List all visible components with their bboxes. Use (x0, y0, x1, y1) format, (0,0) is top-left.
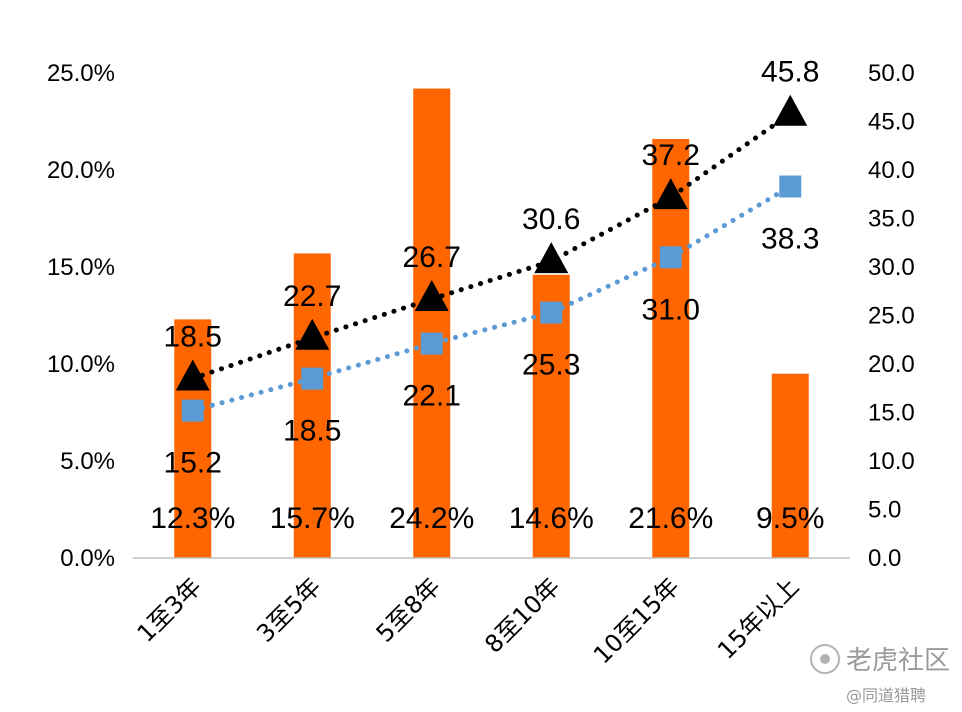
square-marker (181, 399, 204, 422)
triangle-marker (414, 280, 449, 312)
right-y-tick-label: 35.0 (868, 206, 915, 233)
triangle-data-label: 18.5 (164, 321, 222, 354)
bar (771, 373, 809, 558)
triangle-marker (773, 94, 808, 126)
watermark-subtext: @同道猎聘 (846, 686, 927, 705)
watermark-text: 老虎社区 (846, 646, 951, 676)
left-y-tick-label: 0.0% (60, 545, 115, 572)
square-marker (420, 332, 443, 355)
left-y-tick-label: 5.0% (60, 448, 115, 475)
x-category-label: 8至10年 (479, 572, 565, 658)
x-category-label: 10至15年 (588, 572, 685, 669)
right-y-axis: 0.0 5.0 10.0 15.0 20.0 25.0 30.0 35.0 40.0 45.0 50… (868, 60, 915, 572)
right-y-tick-label: 20.0 (868, 351, 915, 378)
right-y-tick-label: 25.0 (868, 303, 915, 330)
bar-data-label: 21.6% (628, 502, 713, 535)
triangle-marker (653, 178, 688, 210)
square-data-label: 18.5 (283, 415, 341, 448)
square-marker (540, 301, 563, 324)
square-data-label: 22.1 (403, 380, 461, 413)
data-labels: 12.3% 15.7% 24.2% 14.6% 21.6% 9.5% 18.5 22.7 26.… (150, 56, 824, 535)
triangle-marker (534, 242, 569, 274)
triangle-data-label: 30.6 (522, 203, 580, 236)
right-y-tick-label: 40.0 (868, 157, 915, 184)
square-data-label: 25.3 (522, 349, 580, 382)
right-y-tick-label: 10.0 (868, 448, 915, 475)
right-y-tick-label: 30.0 (868, 254, 915, 281)
series-line-2 (190, 183, 793, 414)
x-axis-categories: 1至3年 3至5年 5至8年 8至10年 10至15年 15年以上 (132, 572, 805, 669)
triangle-data-label: 22.7 (283, 280, 341, 313)
watermark: 老虎社区 (810, 640, 950, 677)
bar (174, 319, 212, 558)
x-category-label: 3至5年 (251, 572, 326, 647)
right-y-tick-label: 50.0 (868, 60, 915, 87)
bar-data-label: 12.3% (150, 502, 235, 535)
left-y-tick-label: 15.0% (47, 254, 115, 281)
triangle-data-label: 37.2 (642, 139, 700, 172)
right-y-tick-label: 5.0 (868, 497, 901, 524)
square-marker (779, 175, 802, 198)
triangle-data-label: 26.7 (403, 241, 461, 274)
triangle-data-label: 45.8 (761, 56, 819, 89)
right-y-tick-label: 45.0 (868, 109, 915, 136)
bar-data-label: 24.2% (389, 502, 474, 535)
bar-series (174, 88, 809, 559)
watermark-logo-icon (810, 643, 840, 674)
square-data-label: 15.2 (164, 447, 222, 480)
x-category-label: 5至8年 (371, 572, 446, 647)
line-series (175, 94, 808, 422)
left-y-tick-label: 10.0% (47, 351, 115, 378)
series-line-1 (190, 111, 793, 382)
square-marker (301, 367, 324, 390)
bar (413, 88, 451, 559)
left-y-tick-label: 20.0% (47, 157, 115, 184)
left-y-axis: 0.0% 5.0% 10.0% 15.0% 20.0% 25.0% (47, 60, 115, 572)
x-category-label: 15年以上 (712, 572, 804, 664)
bar-data-label: 15.7% (270, 502, 355, 535)
bar-data-label: 9.5% (756, 502, 824, 535)
triangle-marker (175, 359, 210, 391)
triangle-marker (295, 318, 330, 350)
square-marker (659, 246, 682, 269)
bar-data-label: 14.6% (509, 502, 594, 535)
right-y-tick-label: 15.0 (868, 400, 915, 427)
right-y-tick-label: 0.0 (868, 545, 901, 572)
square-data-label: 31.0 (642, 293, 700, 326)
square-data-label: 38.3 (761, 222, 819, 255)
bar (293, 253, 331, 559)
x-category-label: 1至3年 (132, 572, 207, 647)
left-y-tick-label: 25.0% (47, 60, 115, 87)
